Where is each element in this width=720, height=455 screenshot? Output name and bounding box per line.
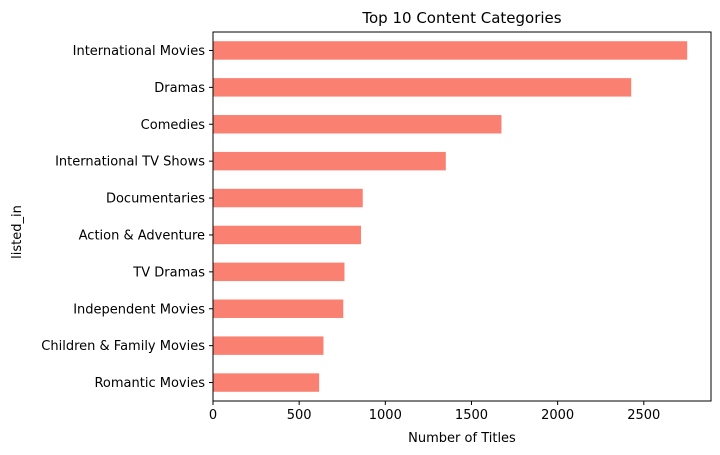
bars (213, 41, 688, 392)
bar (213, 188, 363, 208)
bar (213, 225, 362, 245)
y-tick-label: Children & Family Movies (41, 339, 205, 354)
y-tick-label: Documentaries (106, 192, 205, 207)
x-tick-label: 0 (209, 408, 217, 423)
x-axis-label: Number of Titles (408, 431, 516, 446)
bar (213, 262, 345, 282)
y-tick-label: Romantic Movies (94, 376, 205, 391)
y-tick-label: Action & Adventure (79, 228, 205, 243)
bar (213, 78, 632, 97)
x-axis-ticks: 0 500 1000 1500 2000 2500 (209, 401, 660, 423)
y-tick-label: Independent Movies (73, 302, 205, 317)
chart-title: Top 10 Content Categories (361, 9, 561, 27)
bar (213, 373, 320, 392)
y-tick-label: International Movies (73, 44, 206, 59)
x-tick-label: 2500 (627, 408, 660, 423)
y-axis-ticks: International Movies Dramas Comedies Intern… (41, 44, 213, 391)
y-tick-label: Dramas (154, 81, 205, 96)
bar (213, 299, 344, 318)
x-tick-label: 1500 (455, 408, 488, 423)
bar (213, 115, 502, 134)
x-tick-label: 1000 (369, 408, 402, 423)
y-tick-label: Comedies (141, 118, 206, 133)
bar (213, 336, 324, 355)
y-tick-label: TV Dramas (132, 265, 205, 280)
bar (213, 151, 446, 171)
y-axis-label: listed_in (10, 205, 25, 259)
bar (213, 41, 688, 60)
y-tick-label: International TV Shows (55, 155, 205, 170)
plot-frame (212, 31, 712, 402)
x-tick-label: 2000 (541, 408, 574, 423)
x-tick-label: 500 (287, 408, 312, 423)
